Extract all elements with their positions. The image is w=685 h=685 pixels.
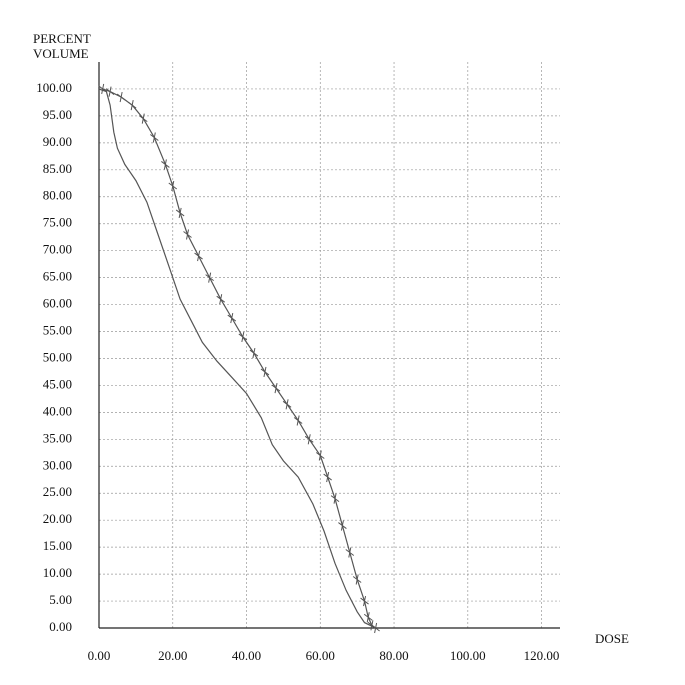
- y-tick-label: 0.00: [49, 619, 72, 634]
- cross-marker: [216, 294, 226, 305]
- y-tick-label: 100.00: [36, 80, 72, 95]
- cross-marker: [168, 180, 178, 192]
- y-tick-label: 80.00: [43, 188, 72, 203]
- cross-marker: [238, 331, 248, 343]
- cross-marker: [293, 415, 303, 426]
- x-tick-label: 20.00: [158, 648, 187, 663]
- x-axis-label: DOSE: [595, 631, 629, 646]
- cross-marker: [116, 91, 126, 103]
- cross-marker: [323, 471, 332, 483]
- y-tick-label: 90.00: [43, 134, 72, 149]
- cross-marker: [371, 622, 380, 634]
- cross-marker: [227, 312, 237, 324]
- cross-marker: [175, 207, 185, 219]
- x-tick-label: 0.00: [88, 648, 111, 663]
- cross-marker: [105, 86, 115, 97]
- cross-marker: [315, 450, 325, 461]
- y-tick-label: 70.00: [43, 242, 72, 257]
- cross-marker: [150, 132, 159, 143]
- cross-marker: [161, 159, 170, 170]
- x-tick-label: 60.00: [306, 648, 335, 663]
- cross-marker: [360, 595, 369, 607]
- y-tick-label: 25.00: [43, 484, 72, 499]
- cross-marker: [345, 547, 355, 558]
- cross-marker: [363, 612, 373, 623]
- y-tick-label: 35.00: [43, 430, 72, 445]
- x-tick-label: 80.00: [379, 648, 408, 663]
- y-tick-label: 60.00: [43, 296, 72, 311]
- cross-marker: [138, 113, 148, 124]
- y-tick-label: 10.00: [43, 565, 72, 580]
- y-tick-label: 30.00: [43, 457, 72, 472]
- y-tick-label: 5.00: [49, 592, 72, 607]
- y-tick-label: 20.00: [43, 511, 72, 526]
- y-tick-label: 65.00: [43, 269, 72, 284]
- cross-marker: [330, 493, 340, 504]
- y-tick-label: 55.00: [43, 323, 72, 338]
- cross-marker: [249, 347, 259, 359]
- series-line: [98, 88, 376, 629]
- cross-marker: [304, 434, 314, 445]
- cross-marker: [282, 399, 292, 410]
- cross-marker: [183, 229, 192, 240]
- cross-marker: [205, 272, 214, 283]
- y-tick-label: 85.00: [43, 161, 72, 176]
- y-tick-label: 40.00: [43, 403, 72, 418]
- y-tick-label: 15.00: [43, 538, 72, 553]
- cross-marker: [271, 383, 281, 394]
- cross-marker: [98, 83, 107, 95]
- cross-marker: [260, 366, 270, 378]
- y-tick-label: 95.00: [43, 107, 72, 122]
- cross-marker: [352, 574, 362, 585]
- cross-marker: [194, 250, 203, 262]
- y-axis-label: VOLUME: [33, 46, 89, 61]
- y-tick-label: 75.00: [43, 215, 72, 230]
- x-tick-label: 40.00: [232, 648, 261, 663]
- cross-marker: [127, 100, 137, 111]
- cross-marker: [338, 520, 347, 531]
- x-tick-label: 100.00: [450, 648, 486, 663]
- y-tick-label: 50.00: [43, 349, 72, 364]
- y-tick-label: 45.00: [43, 376, 72, 391]
- x-tick-label: 120.00: [524, 648, 560, 663]
- y-axis-label: PERCENT: [33, 31, 91, 46]
